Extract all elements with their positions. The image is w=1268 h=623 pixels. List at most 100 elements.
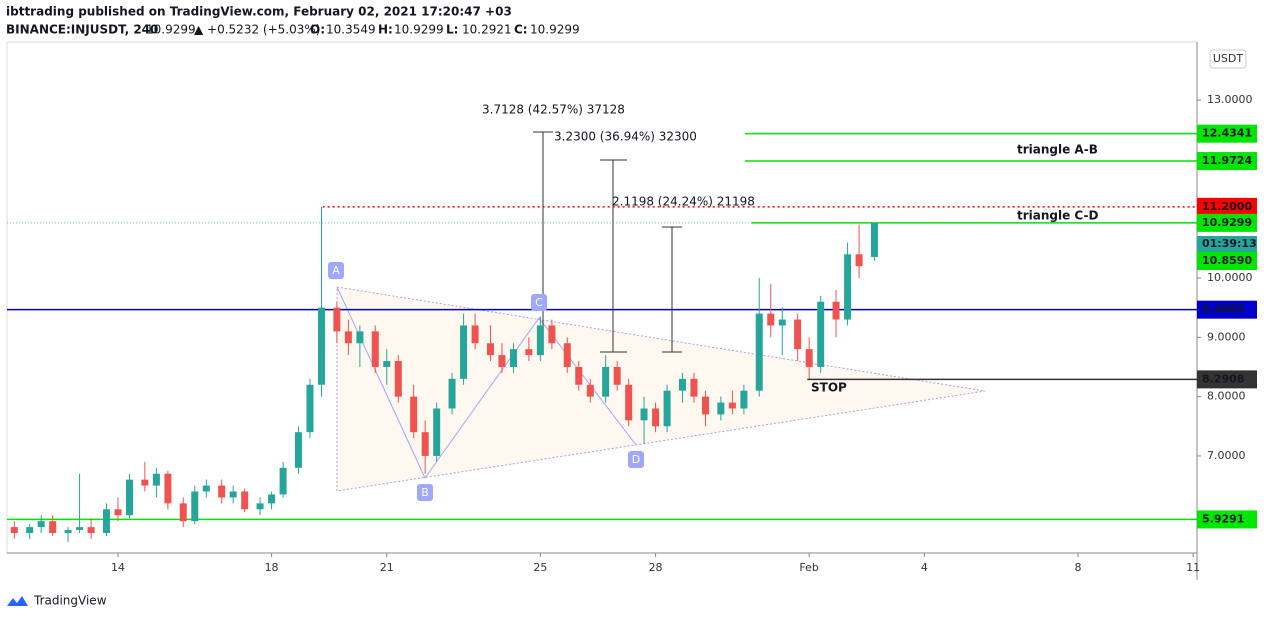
- candle-body: [536, 325, 544, 356]
- candle-body: [448, 378, 456, 409]
- candle-body: [76, 527, 84, 531]
- candle-body: [256, 503, 264, 510]
- candle-body: [125, 479, 133, 516]
- countdown: 01:39:13: [1202, 237, 1257, 250]
- stop-label: STOP: [811, 381, 847, 395]
- candle-body: [164, 473, 172, 504]
- measure-label: 3.2300 (36.94%) 32300: [554, 130, 697, 144]
- candle-body: [410, 396, 418, 433]
- ohlc-key: H:: [378, 23, 393, 37]
- x-tick-label: 25: [533, 561, 547, 574]
- ohlc-value: 10.9299: [530, 23, 580, 37]
- level-label: 12.4341: [1202, 127, 1252, 140]
- candle-body: [317, 307, 325, 385]
- candle-body: [356, 331, 364, 344]
- prev-box: [1197, 252, 1257, 270]
- candle-body: [855, 254, 863, 267]
- x-tick-label: Feb: [799, 561, 818, 574]
- candle-body: [870, 222, 878, 257]
- candle-body: [740, 390, 748, 409]
- level-label: 5.9291: [1202, 512, 1244, 525]
- measures: 3.7128 (42.57%) 37128 3.2300 (36.94%) 32…: [482, 103, 755, 353]
- candle-body: [498, 355, 506, 367]
- level-label: 11.2000: [1202, 200, 1252, 213]
- currency: USDT: [1213, 52, 1244, 65]
- candle-body: [421, 432, 429, 456]
- candle-body: [509, 349, 517, 367]
- y-tick-label: 10.0000: [1207, 271, 1253, 284]
- x-tick-label: 21: [380, 561, 394, 574]
- publisher: ibttrading published on TradingView.com,…: [6, 5, 512, 19]
- candle-body: [371, 331, 379, 367]
- ohlc-key: C:: [514, 23, 528, 37]
- level-label: 8.2908: [1202, 372, 1244, 385]
- footer: TradingView: [7, 594, 107, 608]
- level-tag: [1197, 152, 1257, 171]
- candle-body: [49, 521, 57, 534]
- candle-body: [755, 313, 763, 391]
- candle-body: [37, 521, 45, 528]
- candle-body: [344, 331, 352, 344]
- point-label: D: [632, 453, 640, 466]
- candle-body: [191, 491, 199, 522]
- candle-body: [548, 325, 556, 344]
- candle-body: [575, 366, 583, 385]
- candle-body: [10, 527, 18, 534]
- candle-body: [87, 527, 95, 534]
- level-tag: [1197, 197, 1257, 216]
- candle-body: [179, 503, 187, 522]
- candle-body: [778, 319, 786, 326]
- x-tick-label: 18: [265, 561, 279, 574]
- candle-body: [613, 366, 621, 385]
- candle-body: [701, 396, 709, 415]
- candle-body: [625, 384, 633, 421]
- candle-body: [279, 467, 287, 495]
- point-label: A: [332, 264, 340, 277]
- point-box: [328, 262, 344, 279]
- y-tick-label: 13.0000: [1207, 93, 1253, 106]
- currency-box: [1209, 49, 1247, 69]
- candle-body: [844, 254, 852, 320]
- point-label: C: [535, 296, 543, 309]
- candle-body: [767, 313, 775, 326]
- triangle-label: triangle C-D: [1017, 209, 1098, 223]
- candles: [7, 206, 1197, 542]
- level-tag: [1197, 300, 1257, 319]
- x-tick-label: 8: [1074, 561, 1081, 574]
- x-tick-label: 14: [111, 561, 125, 574]
- candle-body: [333, 307, 341, 332]
- candle-body: [241, 491, 249, 510]
- level-tag: [1197, 213, 1257, 232]
- point-box: [628, 451, 644, 468]
- candle-body: [114, 509, 122, 516]
- candle-body: [471, 325, 479, 344]
- x-tick-label: 4: [921, 561, 928, 574]
- logo: [7, 596, 28, 606]
- candle-body: [102, 509, 110, 534]
- candle-body: [268, 494, 276, 504]
- ohlc-value: 10.3549: [326, 23, 376, 37]
- y-tick-label: 8.0000: [1207, 390, 1246, 403]
- candle-body: [690, 378, 698, 397]
- point-labels: A B C D: [328, 262, 644, 501]
- candle-body: [728, 402, 736, 409]
- candle-body: [202, 485, 210, 492]
- candle-body: [678, 378, 686, 391]
- measure-label: 2.1198 (24.24%) 21198: [612, 195, 755, 209]
- level-tag: [1197, 510, 1257, 529]
- candle-body: [717, 402, 725, 415]
- last-price: 10.9299: [146, 23, 196, 37]
- triangle-label: triangle A-B: [1017, 143, 1098, 157]
- levels: 12.4341 11.9724 11.2000 10.9299 9.4665 8.2908…: [7, 124, 1257, 529]
- abcd-path: [336, 286, 637, 479]
- level-tag: [1197, 124, 1257, 143]
- candle-body: [218, 485, 226, 498]
- candle-body: [460, 325, 468, 379]
- level-label: 11.9724: [1202, 154, 1252, 167]
- prev-label: 10.8590: [1202, 254, 1252, 267]
- candle-body: [663, 390, 671, 427]
- candle-body: [433, 408, 441, 456]
- ohlc-key: O:: [310, 23, 325, 37]
- candle-body: [383, 361, 391, 367]
